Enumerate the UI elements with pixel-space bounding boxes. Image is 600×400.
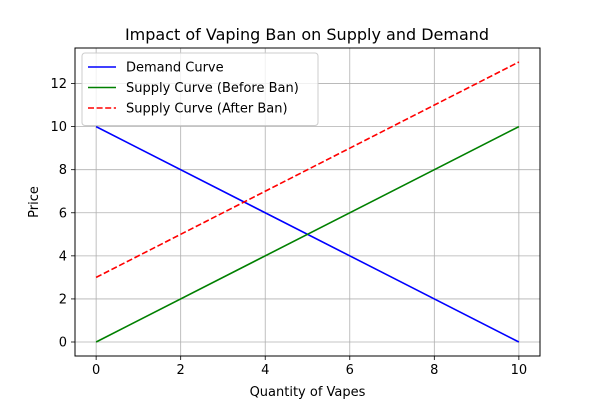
x-tick-label: 0 xyxy=(92,363,100,378)
series-line-2 xyxy=(95,61,520,279)
y-tick-label: 10 xyxy=(50,120,67,135)
legend-box xyxy=(81,52,319,126)
x-tick-label: 6 xyxy=(346,363,354,378)
x-axis-label: Quantity of Vapes xyxy=(250,385,366,400)
tick-layer: 0 2 4 6 8 10 0 2 4 6 8 10 12 xyxy=(50,77,527,378)
legend-label-0: Demand Curve xyxy=(126,61,224,76)
y-tick-label: 0 xyxy=(59,336,67,351)
y-tick-label: 8 xyxy=(59,163,67,178)
y-tick-label: 12 xyxy=(50,77,67,92)
y-axis-label: Price xyxy=(27,186,42,218)
legend: Demand Curve Supply Curve (Before Ban) Sup… xyxy=(81,52,319,126)
y-tick-label: 6 xyxy=(59,206,67,221)
x-tick-label: 10 xyxy=(511,363,528,378)
x-tick-label: 4 xyxy=(261,363,269,378)
legend-label-2: Supply Curve (After Ban) xyxy=(126,102,288,117)
y-tick-label: 2 xyxy=(59,292,67,307)
series-layer xyxy=(95,61,520,343)
series-line-1 xyxy=(95,125,520,343)
x-tick-label: 8 xyxy=(430,363,438,378)
chart-title: Impact of Vaping Ban on Supply and Deman… xyxy=(125,25,489,44)
plot-area-frame xyxy=(74,47,541,357)
y-tick-label: 4 xyxy=(59,249,67,264)
legend-label-1: Supply Curve (Before Ban) xyxy=(126,81,299,96)
x-tick-label: 2 xyxy=(177,363,185,378)
